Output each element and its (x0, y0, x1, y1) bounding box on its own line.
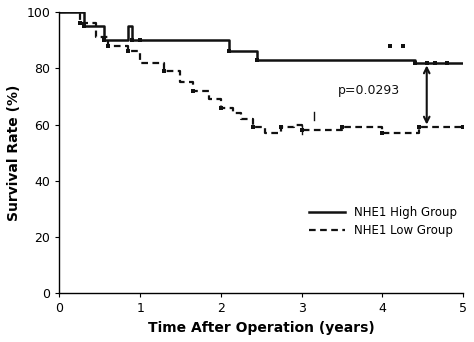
Legend: NHE1 High Group, NHE1 Low Group: NHE1 High Group, NHE1 Low Group (310, 206, 457, 237)
X-axis label: Time After Operation (years): Time After Operation (years) (148, 321, 374, 335)
Y-axis label: Survival Rate (%): Survival Rate (%) (7, 84, 21, 221)
Text: p=0.0293: p=0.0293 (338, 83, 400, 96)
